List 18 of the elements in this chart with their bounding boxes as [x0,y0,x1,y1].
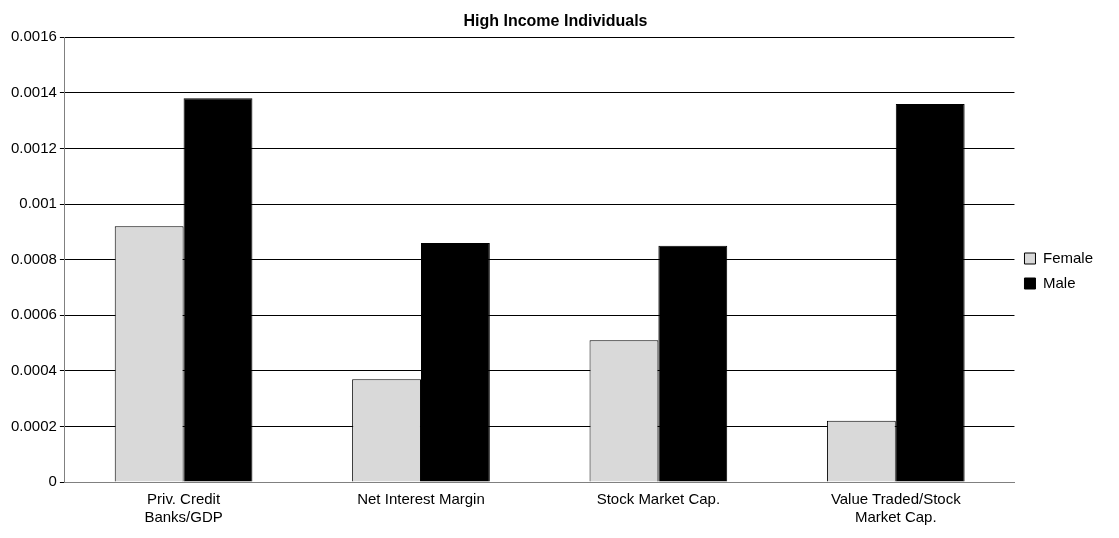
category-label: Market Cap. [854,508,937,526]
y-tick-label: 0 [48,472,57,490]
y-tick-label: 0.0016 [10,27,57,45]
y-tick-label: 0.0002 [10,416,57,434]
legend-label: Female [1042,248,1094,266]
y-tick-label: 0.0008 [10,249,57,267]
category-label: Banks/GDP [144,508,223,526]
y-tick-label: 0.0012 [10,138,57,156]
y-tick-label: 0.0004 [10,360,57,378]
category-label: Priv. Credit [147,490,221,508]
y-tick-label: 0.0014 [10,82,57,100]
y-tick-label: 0.0006 [10,305,57,323]
y-tick-label: 0.001 [19,194,57,212]
legend-label: Male [1042,273,1076,291]
x-tick-label: Net Interest Margin [357,490,485,508]
x-tick-label: Stock Market Cap. [596,490,721,508]
chart-title: High Income Individuals [463,12,648,30]
category-label: Value Traded/Stock [830,490,961,508]
